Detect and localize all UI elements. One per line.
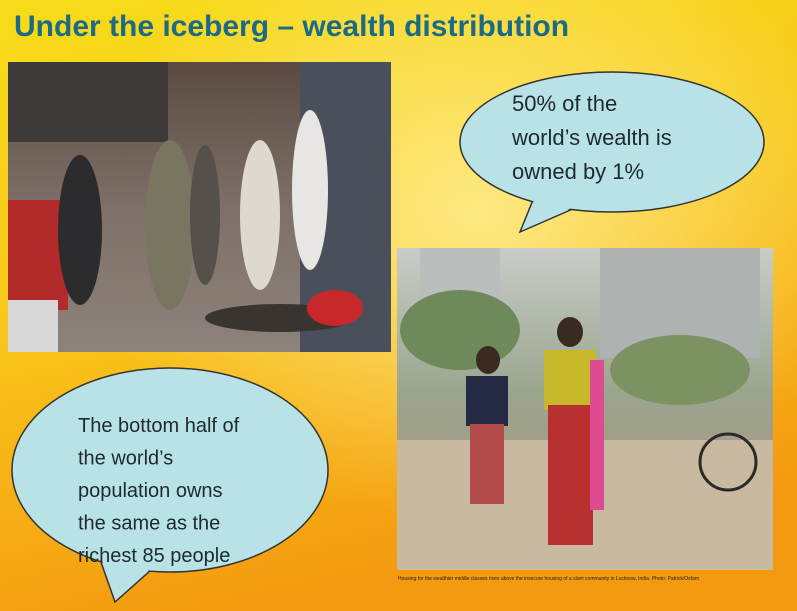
bubble-text: population owns	[78, 480, 223, 502]
photo-caption: Housing for the wealthier middle classes…	[398, 576, 699, 582]
bubble-text: The bottom half of	[78, 415, 240, 437]
bubble-text: richest 85 people	[78, 545, 230, 567]
bubble-text: owned by 1%	[512, 159, 644, 184]
title: Under the iceberg – wealth distribution	[14, 10, 569, 43]
bubble-text: the same as the	[78, 513, 220, 535]
bubble-text: 50% of the	[512, 91, 617, 116]
slum-photo	[397, 248, 773, 570]
bubble-text: world’s wealth is	[511, 125, 672, 150]
bubble-text: the world’s	[78, 448, 173, 470]
slide: Under the iceberg – wealth distribution …	[0, 0, 797, 611]
street-photo	[8, 62, 391, 352]
